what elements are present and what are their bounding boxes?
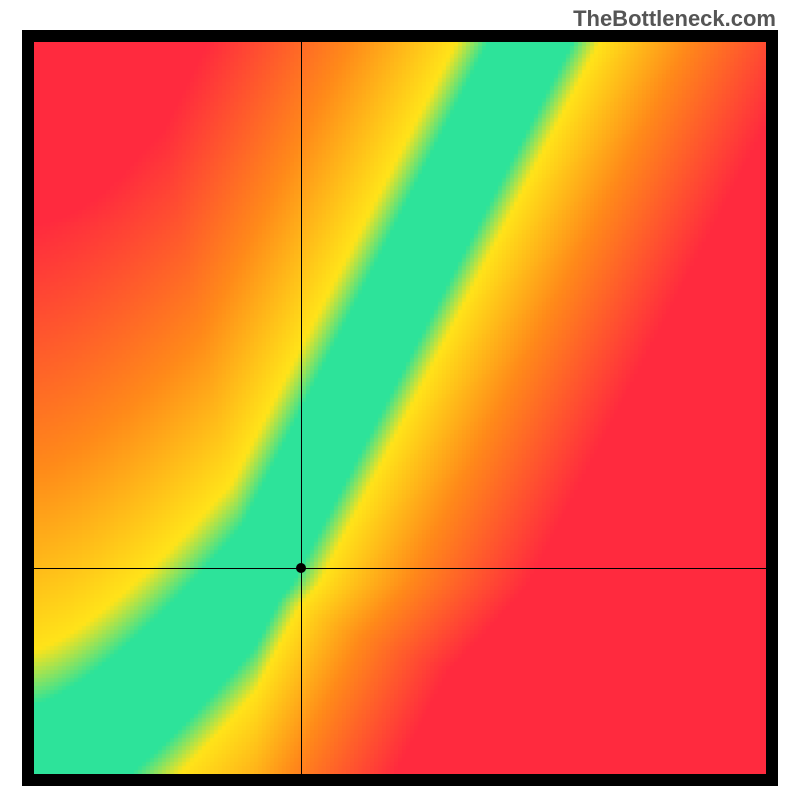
root: TheBottleneck.com: [0, 0, 800, 800]
plot-area: [34, 42, 766, 774]
watermark-text: TheBottleneck.com: [573, 6, 776, 32]
crosshair-horizontal: [34, 568, 766, 569]
data-point-marker: [296, 563, 306, 573]
chart-frame: [22, 30, 778, 786]
heatmap-canvas: [34, 42, 766, 774]
crosshair-vertical: [301, 42, 302, 774]
